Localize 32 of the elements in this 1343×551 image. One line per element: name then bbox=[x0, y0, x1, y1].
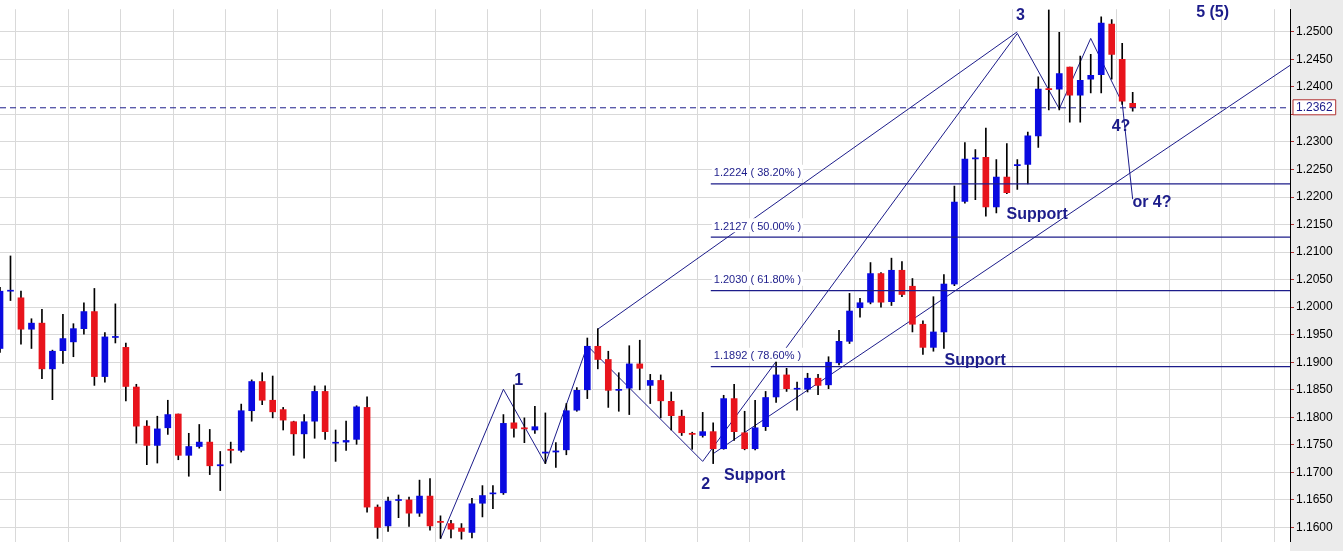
ref-line-label: 1.2127 ( 50.00% ) bbox=[713, 219, 802, 232]
annotation: Support bbox=[944, 351, 1007, 369]
y-tick-label: 1.1600 bbox=[1296, 519, 1334, 534]
y-tick-label: 1.2500 bbox=[1296, 24, 1334, 39]
y-tick-label: 1.1800 bbox=[1296, 409, 1334, 424]
y-tick-label: 1.2050 bbox=[1296, 271, 1334, 286]
annotation: 4? bbox=[1111, 117, 1131, 135]
y-tick-label: 1.2300 bbox=[1296, 134, 1334, 149]
y-tick-label: 1.2400 bbox=[1296, 79, 1334, 94]
annotation: Support bbox=[1006, 205, 1069, 223]
annotation: 5 (5) bbox=[1196, 2, 1230, 20]
annotation: 2 bbox=[701, 475, 711, 493]
ref-line-label: 1.1892 ( 78.60% ) bbox=[713, 349, 802, 362]
y-tick-label: 1.2100 bbox=[1296, 244, 1334, 259]
y-tick-label: 1.2150 bbox=[1296, 216, 1334, 231]
annotation: or 4? bbox=[1132, 193, 1172, 211]
y-tick-label: 1.1900 bbox=[1296, 354, 1334, 369]
y-tick-label: 1.1650 bbox=[1296, 492, 1334, 507]
y-tick-label: 1.1750 bbox=[1296, 437, 1334, 452]
y-tick-label: 1.1950 bbox=[1296, 327, 1334, 342]
annotation: Support bbox=[723, 466, 786, 484]
y-tick-label: 1.2000 bbox=[1296, 299, 1334, 314]
y-tick-label: 1.1700 bbox=[1296, 464, 1334, 479]
y-tick-label: 1.2450 bbox=[1296, 51, 1334, 66]
annotation: 1 bbox=[514, 370, 524, 388]
y-tick-label: 1.1850 bbox=[1296, 382, 1334, 397]
ref-line-label: 1.2362 bbox=[1296, 100, 1334, 115]
ref-line-label: 1.2030 ( 61.80% ) bbox=[713, 273, 802, 286]
y-tick-label: 1.2250 bbox=[1296, 161, 1334, 176]
y-tick-label: 1.2200 bbox=[1296, 189, 1334, 204]
annotation: 3 bbox=[1015, 6, 1025, 24]
ref-line-label: 1.2224 ( 38.20% ) bbox=[713, 166, 802, 179]
